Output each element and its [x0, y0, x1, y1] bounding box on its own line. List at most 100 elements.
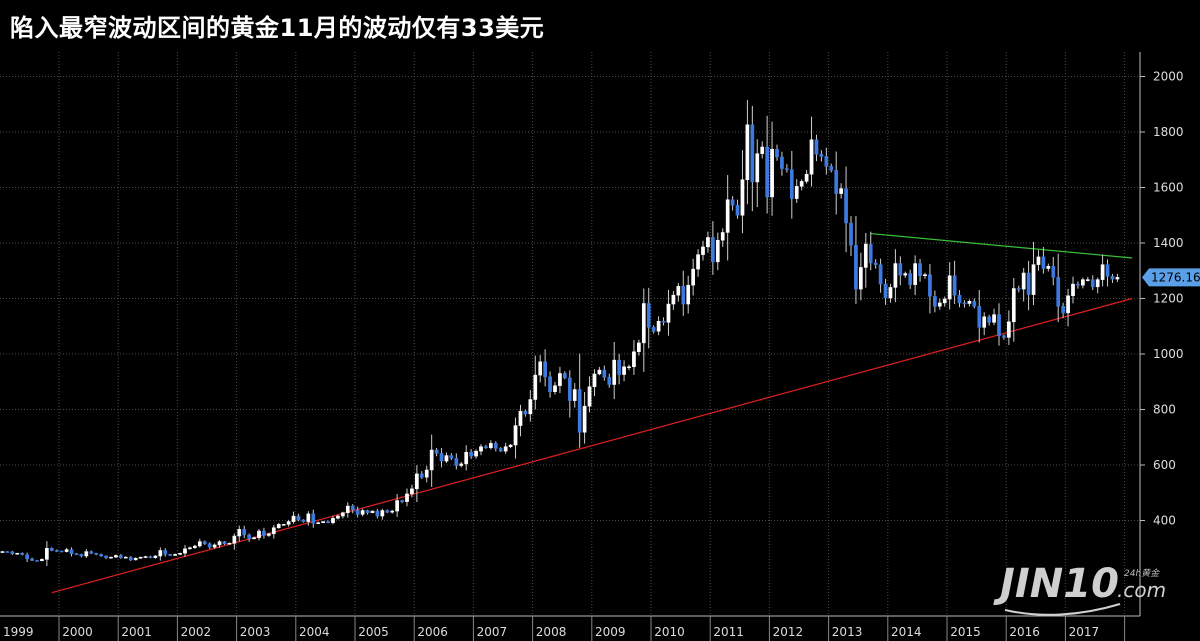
candle-body	[158, 550, 163, 557]
candle-body	[720, 232, 725, 241]
candle-body	[577, 389, 582, 433]
candle-body	[232, 535, 237, 544]
candle-body	[987, 316, 991, 323]
candle-body	[385, 510, 390, 513]
candle-body	[341, 512, 345, 517]
candle-body	[1066, 295, 1070, 314]
x-tick-label: 2002	[181, 625, 212, 639]
candle-body	[572, 389, 577, 401]
candle-body	[789, 169, 794, 199]
candle-body	[439, 453, 444, 462]
header: 陷入最窄波动区间的黄金11月的波动仅有33美元	[0, 0, 1200, 52]
candle-body	[1105, 264, 1110, 277]
candle-body	[563, 373, 567, 379]
x-tick-label: 2013	[832, 625, 863, 639]
candle-body	[64, 549, 69, 552]
candle-body	[992, 314, 996, 323]
candle-body	[740, 179, 745, 216]
candle-body	[355, 509, 360, 515]
candle-body	[538, 361, 543, 376]
x-tick-label: 2009	[595, 625, 626, 639]
y-tick-label: 800	[1153, 403, 1176, 417]
candle-body	[1095, 279, 1100, 288]
candle-body	[804, 173, 809, 182]
candle-body	[336, 515, 340, 519]
candle-body	[1061, 306, 1065, 314]
candle-body	[104, 555, 108, 558]
candle-body	[59, 550, 64, 553]
candle-body	[794, 186, 799, 199]
candle-body	[74, 553, 79, 556]
candle-body	[1007, 321, 1011, 338]
candle-body	[903, 273, 908, 276]
candle-body	[1031, 264, 1036, 295]
candle-body	[242, 529, 247, 536]
candle-body	[908, 273, 913, 285]
candle-body	[128, 556, 133, 561]
candle-body	[770, 148, 774, 198]
candle-body	[197, 541, 202, 547]
y-tick-label: 1000	[1153, 347, 1184, 361]
candle-body	[567, 377, 572, 401]
candle-body	[755, 153, 760, 183]
candle-body	[967, 301, 972, 304]
candle-body	[661, 321, 666, 323]
candle-body	[543, 361, 547, 378]
candle-body	[607, 377, 612, 385]
candle-body	[262, 530, 266, 536]
candle-body	[592, 373, 597, 387]
y-tick-label: 600	[1153, 458, 1176, 472]
y-tick-label: 2000	[1153, 70, 1184, 84]
x-tick-label: 2004	[299, 625, 330, 639]
candle-body	[933, 296, 937, 307]
candle-body	[1041, 256, 1046, 269]
candle-body	[424, 469, 429, 478]
candle-body	[1076, 283, 1080, 286]
candle-body	[10, 551, 15, 555]
candle-body	[775, 148, 779, 158]
trendline	[870, 232, 1133, 259]
candle-body	[227, 543, 232, 545]
candle-body	[484, 446, 488, 449]
candle-body	[69, 549, 74, 555]
candle-body	[1110, 276, 1115, 280]
candle-body	[962, 302, 967, 305]
candle-body	[760, 146, 765, 154]
candle-body	[188, 547, 192, 550]
candle-body	[602, 369, 607, 378]
candle-body	[45, 548, 49, 560]
candle-body	[237, 529, 242, 537]
candle-body	[1036, 256, 1041, 265]
candle-body	[508, 444, 513, 447]
candle-body	[291, 515, 296, 522]
candle-body	[306, 513, 311, 522]
candle-body	[533, 374, 538, 400]
candle-body	[84, 551, 89, 557]
candle-body	[656, 321, 661, 332]
y-tick-label: 1600	[1153, 181, 1184, 195]
candle-body	[178, 552, 182, 555]
y-tick-label: 1200	[1153, 292, 1184, 306]
candle-body	[163, 550, 168, 555]
candle-body	[646, 303, 651, 328]
candle-body	[183, 548, 187, 554]
candle-body	[410, 488, 414, 495]
candle-body	[267, 533, 271, 536]
candle-body	[202, 541, 207, 545]
candle-body	[814, 139, 819, 155]
y-axis: 2000 1800 1600 1400 1200 1000 800 600 400	[1139, 52, 1184, 616]
candle-body	[632, 351, 636, 368]
candle-body	[316, 522, 321, 524]
candle-body	[434, 449, 439, 454]
candle-body	[1002, 335, 1006, 338]
candle-body	[1046, 266, 1051, 269]
candle-body	[429, 449, 434, 471]
candle-body	[863, 243, 868, 268]
candle-body	[1085, 279, 1090, 281]
candle-body	[711, 237, 715, 263]
x-tick-label: 2000	[62, 625, 93, 639]
candle-body	[725, 199, 730, 233]
candle-body	[582, 405, 587, 433]
candle-body	[558, 373, 562, 386]
x-tick-label: 2010	[654, 625, 685, 639]
